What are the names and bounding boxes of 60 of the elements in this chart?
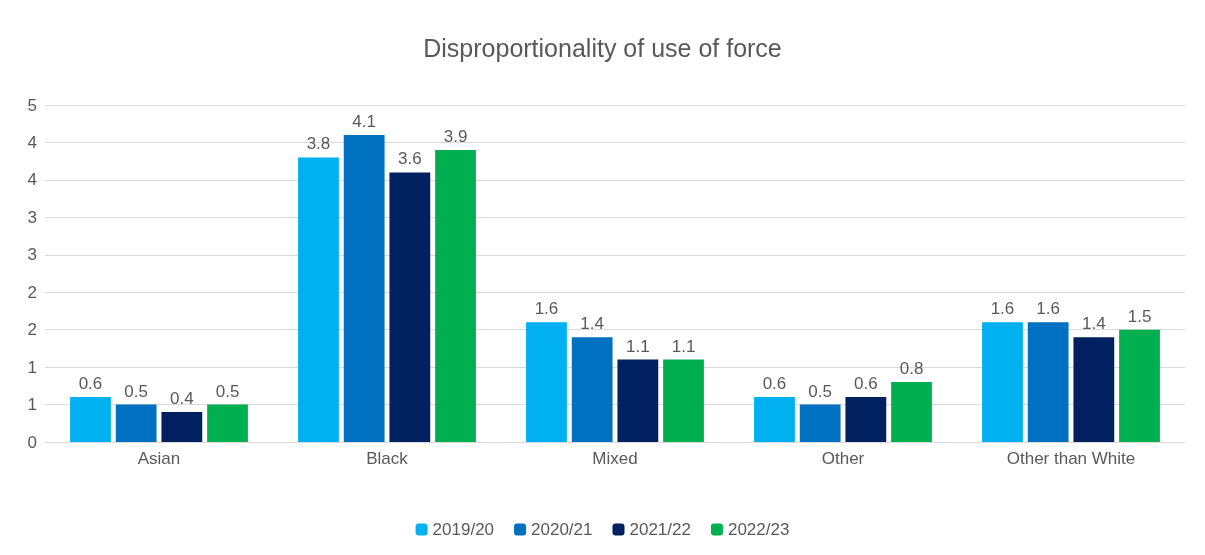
data-label: 1.1 <box>626 336 650 356</box>
y-tick-label: 4 <box>27 132 37 152</box>
data-label: 0.6 <box>762 374 787 394</box>
bar <box>161 412 203 442</box>
legend-label: 2020/21 <box>531 520 593 539</box>
legend-label: 2019/20 <box>432 520 495 539</box>
data-label: 0.4 <box>170 389 194 409</box>
x-tick-label: Mixed <box>592 449 638 468</box>
y-tick-label: 1 <box>27 357 37 377</box>
bar <box>1073 337 1115 442</box>
x-tick-label: Asian <box>137 449 181 468</box>
data-label: 1.6 <box>534 299 559 319</box>
y-tick-label: 3 <box>27 245 37 265</box>
bar <box>1119 329 1160 442</box>
data-label: 1.4 <box>580 314 604 334</box>
data-label: 3.8 <box>306 134 331 154</box>
bar <box>1027 322 1069 442</box>
y-tick-label: 2 <box>27 320 37 340</box>
bar <box>115 404 157 442</box>
data-label: 3.9 <box>443 126 468 146</box>
bar <box>389 172 431 442</box>
bar <box>845 397 887 442</box>
bar <box>799 404 841 442</box>
y-tick-label: 1 <box>27 395 37 415</box>
data-label: 0.5 <box>808 381 832 401</box>
data-label: 1.6 <box>990 299 1015 319</box>
bar <box>617 359 659 442</box>
legend-label: 2022/23 <box>727 520 790 539</box>
bar <box>663 359 704 442</box>
y-tick-label: 5 <box>27 95 37 115</box>
y-tick-label: 0 <box>27 432 37 452</box>
data-label: 0.6 <box>854 374 878 394</box>
data-label: 1.1 <box>671 336 696 356</box>
bar <box>982 322 1023 442</box>
data-label: 0.8 <box>899 359 924 379</box>
x-tick-label: Black <box>366 449 409 468</box>
data-label: 4.1 <box>352 111 376 131</box>
bar <box>298 157 339 442</box>
bar <box>435 149 476 442</box>
data-label: 1.4 <box>1082 314 1106 334</box>
bar <box>207 404 248 442</box>
bar <box>571 337 613 442</box>
chart-title: Disproportionality of use of force <box>423 33 782 62</box>
bar <box>343 134 385 442</box>
x-tick-label: Other than White <box>1006 449 1136 468</box>
y-tick-label: 4 <box>27 170 37 190</box>
bar <box>526 322 567 442</box>
legend-label: 2021/22 <box>629 520 691 539</box>
data-label: 0.5 <box>215 381 240 401</box>
bar <box>891 382 932 442</box>
y-tick-label: 2 <box>27 282 37 302</box>
bar <box>754 397 795 442</box>
bar <box>70 397 111 442</box>
data-label: 1.5 <box>1127 306 1152 326</box>
data-label: 1.6 <box>1036 299 1060 319</box>
data-label: 3.6 <box>398 149 422 169</box>
y-tick-label: 3 <box>27 207 37 227</box>
data-label: 0.5 <box>124 381 148 401</box>
x-tick-label: Other <box>821 449 865 468</box>
data-label: 0.6 <box>78 374 103 394</box>
